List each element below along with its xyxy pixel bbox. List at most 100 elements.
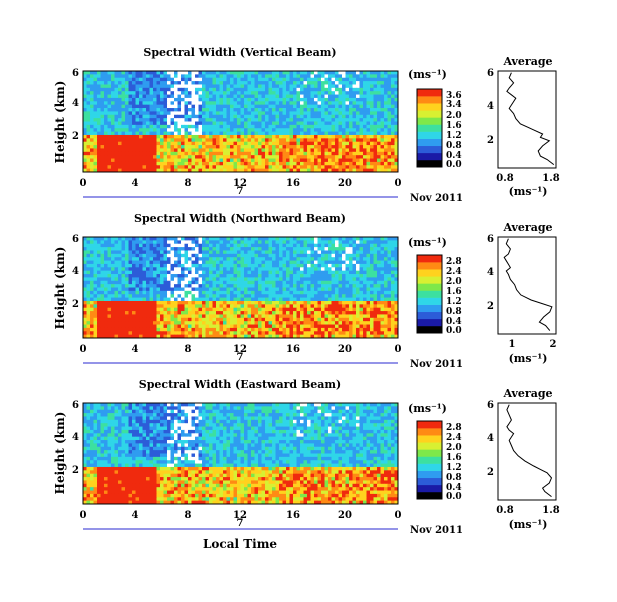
heatmap-cell — [195, 247, 199, 251]
heatmap-cell — [153, 74, 157, 78]
heatmap-cell — [129, 111, 133, 115]
heatmap-cell — [251, 84, 255, 88]
heatmap-cell — [349, 237, 353, 241]
heatmap-cell — [104, 281, 108, 285]
heatmap-cell — [237, 88, 241, 92]
heatmap-cell — [167, 95, 171, 99]
heatmap-cell — [171, 155, 175, 159]
heatmap-cell — [325, 78, 329, 82]
heatmap-cell — [195, 165, 199, 169]
heatmap-cell — [181, 308, 185, 312]
heatmap-cell — [234, 135, 238, 139]
heatmap-cell — [234, 254, 238, 258]
heatmap-cell — [363, 91, 367, 95]
heatmap-cell — [195, 108, 199, 112]
heatmap-cell — [164, 115, 168, 119]
heatmap-cell — [185, 74, 189, 78]
heatmap-cell — [258, 271, 262, 275]
heatmap-cell — [230, 74, 234, 78]
heatmap-cell — [353, 298, 357, 302]
heatmap-cell — [125, 91, 129, 95]
heatmap-cell — [157, 105, 161, 109]
heatmap-cell — [304, 240, 308, 244]
heatmap-cell — [314, 274, 318, 278]
heatmap-cell — [384, 105, 388, 109]
heatmap-cell — [342, 135, 346, 139]
heatmap-cell — [272, 132, 276, 136]
heatmap-cell — [335, 88, 339, 92]
heatmap-cell — [202, 115, 206, 119]
heatmap-cell — [160, 71, 164, 75]
heatmap-cell — [202, 301, 206, 305]
heatmap-cell — [136, 138, 140, 142]
heatmap-cell — [199, 118, 203, 122]
heatmap-cell — [94, 125, 98, 129]
heatmap-cell — [391, 142, 395, 146]
heatmap-cell — [125, 277, 129, 281]
heatmap-cell — [349, 271, 353, 275]
day-label: 7 — [237, 186, 244, 197]
heatmap-cell — [258, 71, 262, 75]
heatmap-cell — [318, 165, 322, 169]
heatmap-cell — [367, 277, 371, 281]
heatmap-cell — [307, 318, 311, 322]
heatmap-cell — [143, 298, 147, 302]
heatmap-cell — [377, 294, 381, 298]
heatmap-cell — [97, 138, 101, 142]
heatmap-cell — [318, 288, 322, 292]
heatmap-cell — [314, 115, 318, 119]
heatmap-cell — [381, 254, 385, 258]
heatmap-cell — [332, 91, 336, 95]
heatmap-cell — [90, 84, 94, 88]
heatmap-cell — [262, 78, 266, 82]
heatmap-cell — [251, 152, 255, 156]
heatmap-cell — [192, 74, 196, 78]
heatmap-cell — [181, 101, 185, 105]
heatmap-cell — [272, 78, 276, 82]
heatmap-cell — [377, 101, 381, 105]
heatmap-cell — [139, 105, 143, 109]
heatmap-cell — [146, 95, 150, 99]
heatmap-cell — [262, 81, 266, 85]
heatmap-cell — [192, 159, 196, 163]
heatmap-cell — [391, 105, 395, 109]
y-tick-label: 2 — [72, 131, 79, 142]
heatmap-cell — [143, 142, 147, 146]
heatmap-cell — [171, 74, 175, 78]
heatmap-cell — [381, 155, 385, 159]
heatmap-cell — [332, 115, 336, 119]
heatmap-cell — [213, 122, 217, 126]
heatmap-cell — [325, 145, 329, 149]
heatmap-cell — [262, 88, 266, 92]
heatmap-cell — [388, 145, 392, 149]
heatmap-cell — [150, 108, 154, 112]
heatmap-cell — [97, 88, 101, 92]
heatmap-cell — [132, 298, 136, 302]
heatmap-cell — [356, 159, 360, 163]
heatmap-cell — [311, 98, 315, 102]
heatmap-cell — [188, 88, 192, 92]
heatmap-cell — [220, 281, 224, 285]
heatmap-cell — [188, 304, 192, 308]
heatmap-cell — [384, 288, 388, 292]
heatmap-cell — [171, 95, 175, 99]
heatmap-cell — [160, 148, 164, 152]
heatmap-cell — [160, 240, 164, 244]
heatmap-cell — [367, 81, 371, 85]
heatmap-cell — [153, 294, 157, 298]
heatmap-cell — [255, 294, 259, 298]
heatmap-cell — [318, 264, 322, 268]
heatmap-cell — [118, 142, 122, 146]
heatmap-cell — [139, 298, 143, 302]
heatmap-cell — [244, 304, 248, 308]
heatmap-cell — [349, 162, 353, 166]
heatmap-cell — [209, 288, 213, 292]
heatmap-cell — [248, 247, 252, 251]
heatmap-cell — [346, 101, 350, 105]
heatmap-cell — [132, 74, 136, 78]
heatmap-cell — [286, 108, 290, 112]
heatmap-cell — [216, 84, 220, 88]
heatmap-cell — [118, 95, 122, 99]
heatmap-cell — [307, 267, 311, 271]
heatmap-cell — [363, 135, 367, 139]
